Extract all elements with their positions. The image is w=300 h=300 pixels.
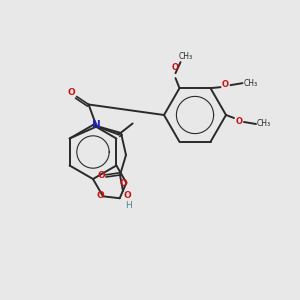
Text: O: O [172, 63, 179, 72]
Text: O: O [97, 172, 105, 181]
Text: O: O [96, 191, 104, 200]
Text: O: O [68, 88, 76, 97]
Text: O: O [119, 179, 127, 188]
Text: O: O [123, 190, 131, 200]
Text: O: O [236, 116, 242, 125]
Text: O: O [222, 80, 229, 89]
Text: CH₃: CH₃ [243, 79, 258, 88]
Text: CH₃: CH₃ [257, 119, 271, 128]
Text: CH₃: CH₃ [178, 52, 193, 61]
Text: H: H [126, 202, 132, 211]
Text: N: N [92, 121, 101, 130]
